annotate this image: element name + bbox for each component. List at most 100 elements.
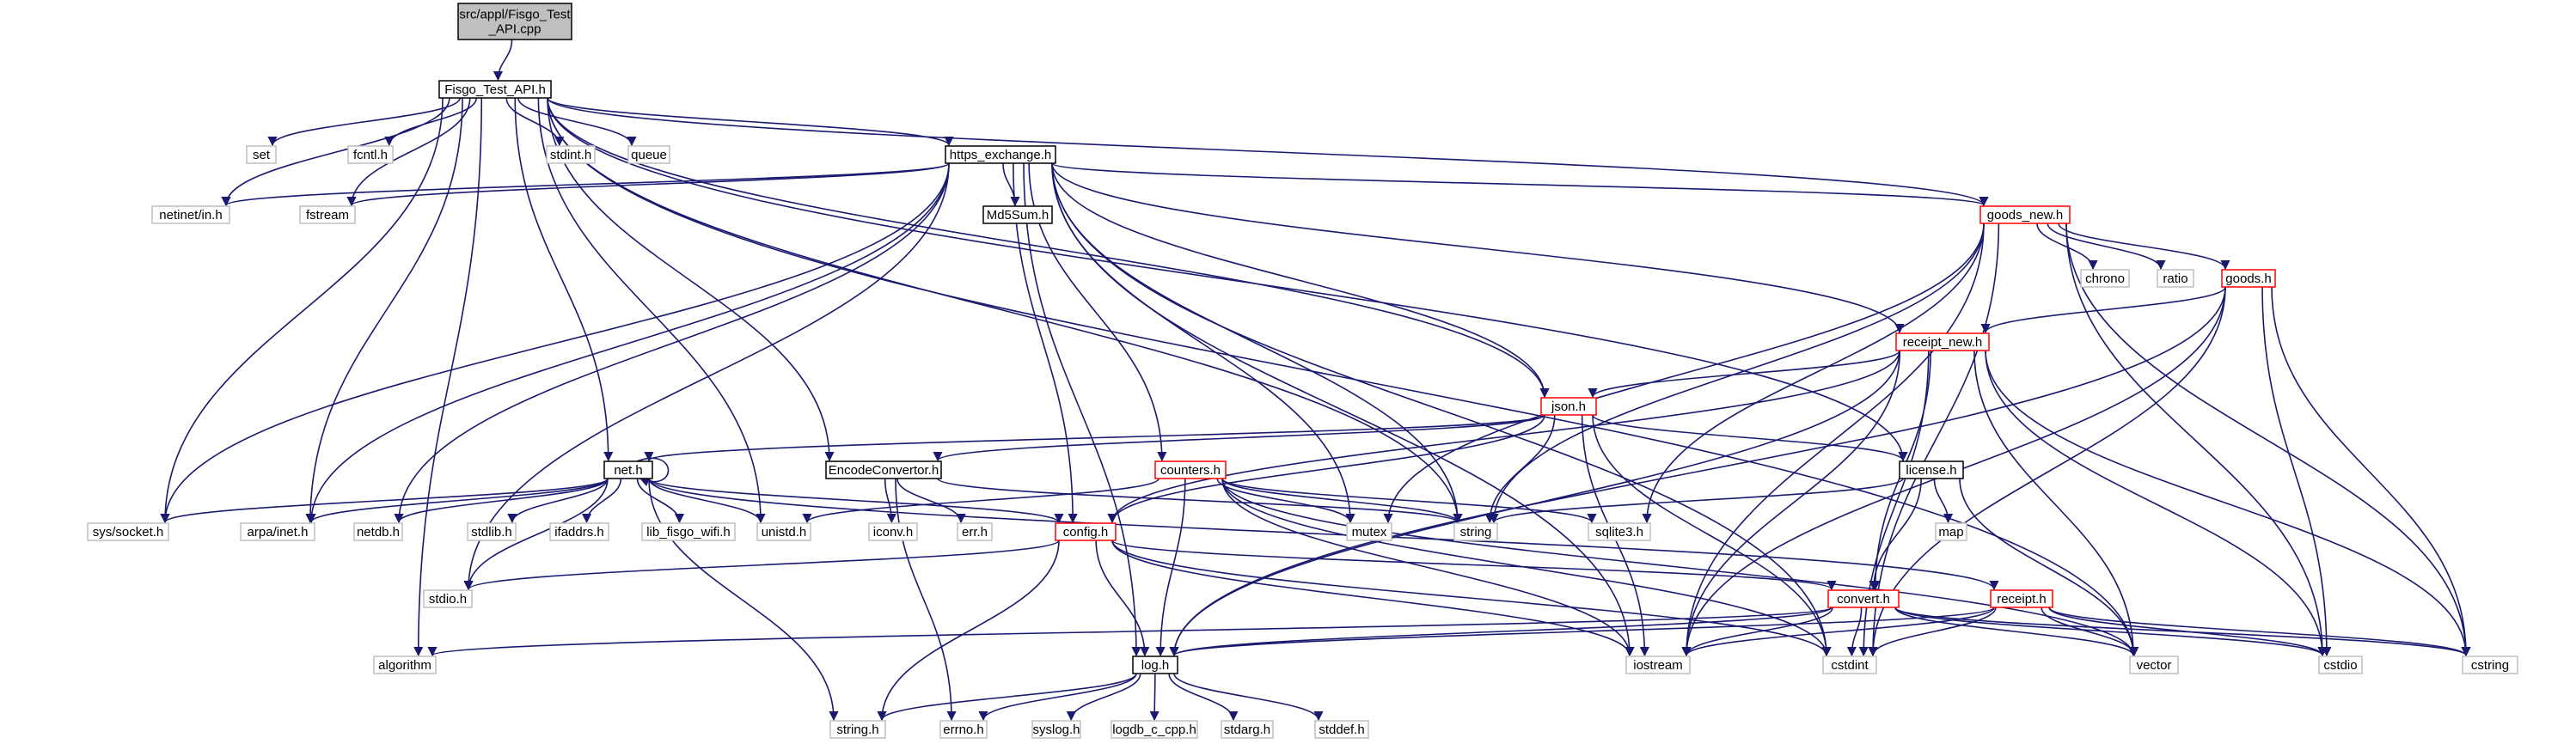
node-box-netinet_in_h <box>151 205 230 224</box>
node-cstdint: cstdint <box>1822 655 1877 674</box>
edge-fisgo_test_api_h-to-sys_socket_h <box>160 97 444 524</box>
node-receipt_h[interactable]: receipt.h <box>1990 589 2053 608</box>
edge-license_h-to-vector <box>1959 478 2139 657</box>
node-config_h[interactable]: config.h <box>1055 522 1117 541</box>
node-box-map <box>1935 522 1967 541</box>
edge-receipt_h-to-cstdio <box>2048 607 2328 657</box>
node-label-unistd_h: unistd.h <box>762 525 807 540</box>
node-fisgo_test_api_h[interactable]: Fisgo_Test_API.h <box>438 80 552 99</box>
node-label-vector: vector <box>2137 658 2172 673</box>
node-box-iostream <box>1625 655 1691 674</box>
node-net_h[interactable]: net.h <box>603 460 653 479</box>
node-label-sqlite3_h: sqlite3.h <box>1595 525 1643 540</box>
node-vector: vector <box>2129 655 2179 674</box>
node-box-logdb_c_cpp_h <box>1111 720 1198 739</box>
node-goods_new_h[interactable]: goods_new.h <box>1979 205 2071 224</box>
node-label-ifaddrs_h: ifaddrs.h <box>554 525 604 540</box>
edge-fisgo_test_api_h-to-fcntl_h <box>384 97 478 147</box>
node-https_exchange_h[interactable]: https_exchange.h <box>945 145 1056 164</box>
node-netdb_h: netdb.h <box>353 522 403 541</box>
edge-fisgo_test_api_h-to-fstream <box>346 97 471 207</box>
node-box-stdarg_h <box>1221 720 1274 739</box>
edge-convert_h-to-cstdint <box>1846 607 1863 657</box>
node-netinet_in_h: netinet/in.h <box>151 205 230 224</box>
edges-layer <box>160 39 2471 722</box>
node-box-root <box>457 3 572 40</box>
node-stdint_h: stdint.h <box>546 145 596 164</box>
node-log_h[interactable]: log.h <box>1132 655 1178 674</box>
node-box-config_h <box>1055 522 1117 541</box>
node-box-ratio <box>2157 269 2194 288</box>
node-label-md5sum_h: Md5Sum.h <box>987 208 1049 223</box>
edge-convert_h-to-log_h <box>1169 607 1833 657</box>
node-box-receipt_h <box>1990 589 2053 608</box>
node-unistd_h: unistd.h <box>756 522 811 541</box>
node-convert_h[interactable]: convert.h <box>1827 589 1900 608</box>
edge-https_exchange_h-to-netinet_in_h <box>221 162 950 207</box>
node-md5sum_h[interactable]: Md5Sum.h <box>982 205 1053 224</box>
node-box-goods_new_h <box>1979 205 2071 224</box>
edge-fisgo_test_api_h-to-arpa_inet_h <box>305 97 463 524</box>
node-box-lib_fisgo_wifi_h <box>641 522 736 541</box>
node-label-goods_h: goods.h <box>2225 271 2271 286</box>
node-box-stdint_h <box>546 145 596 164</box>
node-set: set <box>246 145 277 164</box>
node-stdio_h: stdio.h <box>423 589 473 608</box>
node-label-https_exchange_h: https_exchange.h <box>950 148 1051 162</box>
node-label-stddef_h: stddef.h <box>1319 723 1364 737</box>
node-label-config_h: config.h <box>1063 525 1109 540</box>
node-ifaddrs_h: ifaddrs.h <box>549 522 609 541</box>
node-label-license_h: license.h <box>1906 463 1956 478</box>
edge-goods_new_h-to-string <box>1489 223 1985 524</box>
edge-goods_new_h-to-ratio <box>2047 223 2166 271</box>
node-label-syslog_h: syslog.h <box>1032 723 1080 737</box>
node-map: map <box>1935 522 1967 541</box>
node-errno_h: errno.h <box>939 720 988 739</box>
node-label-lib_fisgo_wifi_h: lib_fisgo_wifi.h <box>646 525 731 540</box>
edge-convert_h-to-vector <box>1894 607 2139 657</box>
node-logdb_c_cpp_h: logdb_c_cpp.h <box>1111 720 1198 739</box>
edge-https_exchange_h-to-receipt_new_h <box>1051 162 1905 334</box>
node-label-string: string <box>1460 525 1492 540</box>
node-json_h[interactable]: json.h <box>1540 397 1597 416</box>
edge-net_h-to-sys_socket_h <box>160 478 609 524</box>
node-box-fstream <box>299 205 356 224</box>
node-label-json_h: json.h <box>1551 399 1586 414</box>
node-label-iconv_h: iconv.h <box>873 525 913 540</box>
edge-config_h-to-iostream <box>1111 540 1635 657</box>
node-box-err_h <box>957 522 993 541</box>
node-box-fcntl_h <box>347 145 394 164</box>
node-box-https_exchange_h <box>945 145 1056 164</box>
node-sqlite3_h: sqlite3.h <box>1588 522 1651 541</box>
node-box-netdb_h <box>353 522 403 541</box>
edge-https_exchange_h-to-json_h <box>1051 162 1550 399</box>
edge-https_exchange_h-to-netdb_h <box>394 162 950 524</box>
node-stdlib_h: stdlib.h <box>467 522 517 541</box>
edge-receipt_new_h-to-cstring <box>1985 350 2471 657</box>
node-label-queue: queue <box>631 148 667 162</box>
node-box-vector <box>2129 655 2179 674</box>
edge-convert_h-to-iostream <box>1681 607 1833 657</box>
edge-counters_h-to-vector <box>1221 478 2139 657</box>
node-root[interactable]: src/appl/Fisgo_Test_API.cpp <box>457 3 572 40</box>
node-box-stddef_h <box>1314 720 1369 739</box>
edge-log_h-to-stdarg_h <box>1168 673 1239 722</box>
edge-https_exchange_h-to-cstdint <box>1051 162 1832 657</box>
node-counters_h[interactable]: counters.h <box>1154 460 1227 479</box>
edge-receipt_h-to-log_h <box>1169 607 1995 657</box>
node-label-cstdint: cstdint <box>1831 658 1869 673</box>
edge-counters_h-to-sqlite3_h <box>1221 478 1597 524</box>
node-label-root-line-1: _API.cpp <box>488 22 542 37</box>
edge-net_h-to-string_h <box>648 478 839 722</box>
node-encodeconvertor_h[interactable]: EncodeConvertor.h <box>825 460 942 479</box>
node-box-errno_h <box>939 720 988 739</box>
node-label-sys_socket_h: sys/socket.h <box>93 525 164 540</box>
node-label-net_h: net.h <box>614 463 642 478</box>
edge-receipt_h-to-cstdint <box>1868 607 1997 657</box>
node-goods_h[interactable]: goods.h <box>2221 269 2276 288</box>
node-receipt_new_h[interactable]: receipt_new.h <box>1895 332 1990 351</box>
edge-net_h-to-unistd_h <box>648 478 766 524</box>
node-cstring: cstring <box>2462 655 2518 674</box>
node-license_h[interactable]: license.h <box>1899 460 1964 479</box>
node-string_h: string.h <box>829 720 886 739</box>
